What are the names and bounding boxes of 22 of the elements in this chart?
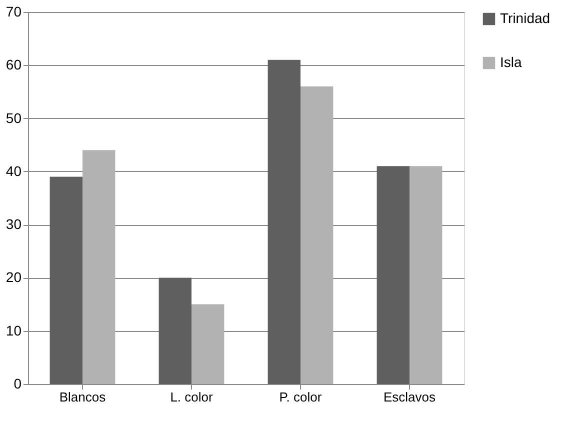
bar [192, 304, 224, 384]
x-tick-label: P. color [279, 390, 322, 404]
y-tick-label: 70 [6, 4, 22, 20]
bar [268, 60, 300, 384]
y-tick-label: 20 [6, 269, 22, 286]
legend-label: Trinidad [500, 10, 550, 26]
bar [410, 166, 442, 384]
legend-label: Isla [500, 54, 522, 70]
y-tick-label: 0 [14, 376, 22, 392]
bar [300, 86, 334, 384]
bar [158, 278, 192, 384]
y-tick-label: 50 [6, 110, 22, 126]
bar [82, 150, 116, 384]
y-tick-label: 40 [6, 162, 22, 179]
y-tick-label: 10 [6, 322, 22, 338]
bar [376, 166, 410, 384]
y-tick-label: 60 [6, 56, 22, 73]
y-tick-label: 30 [6, 216, 22, 232]
bar [50, 176, 82, 384]
x-tick-label: L. color [170, 390, 214, 404]
x-tick-label: Esclavos [383, 390, 436, 404]
x-tick-label: Blancos [59, 390, 106, 404]
